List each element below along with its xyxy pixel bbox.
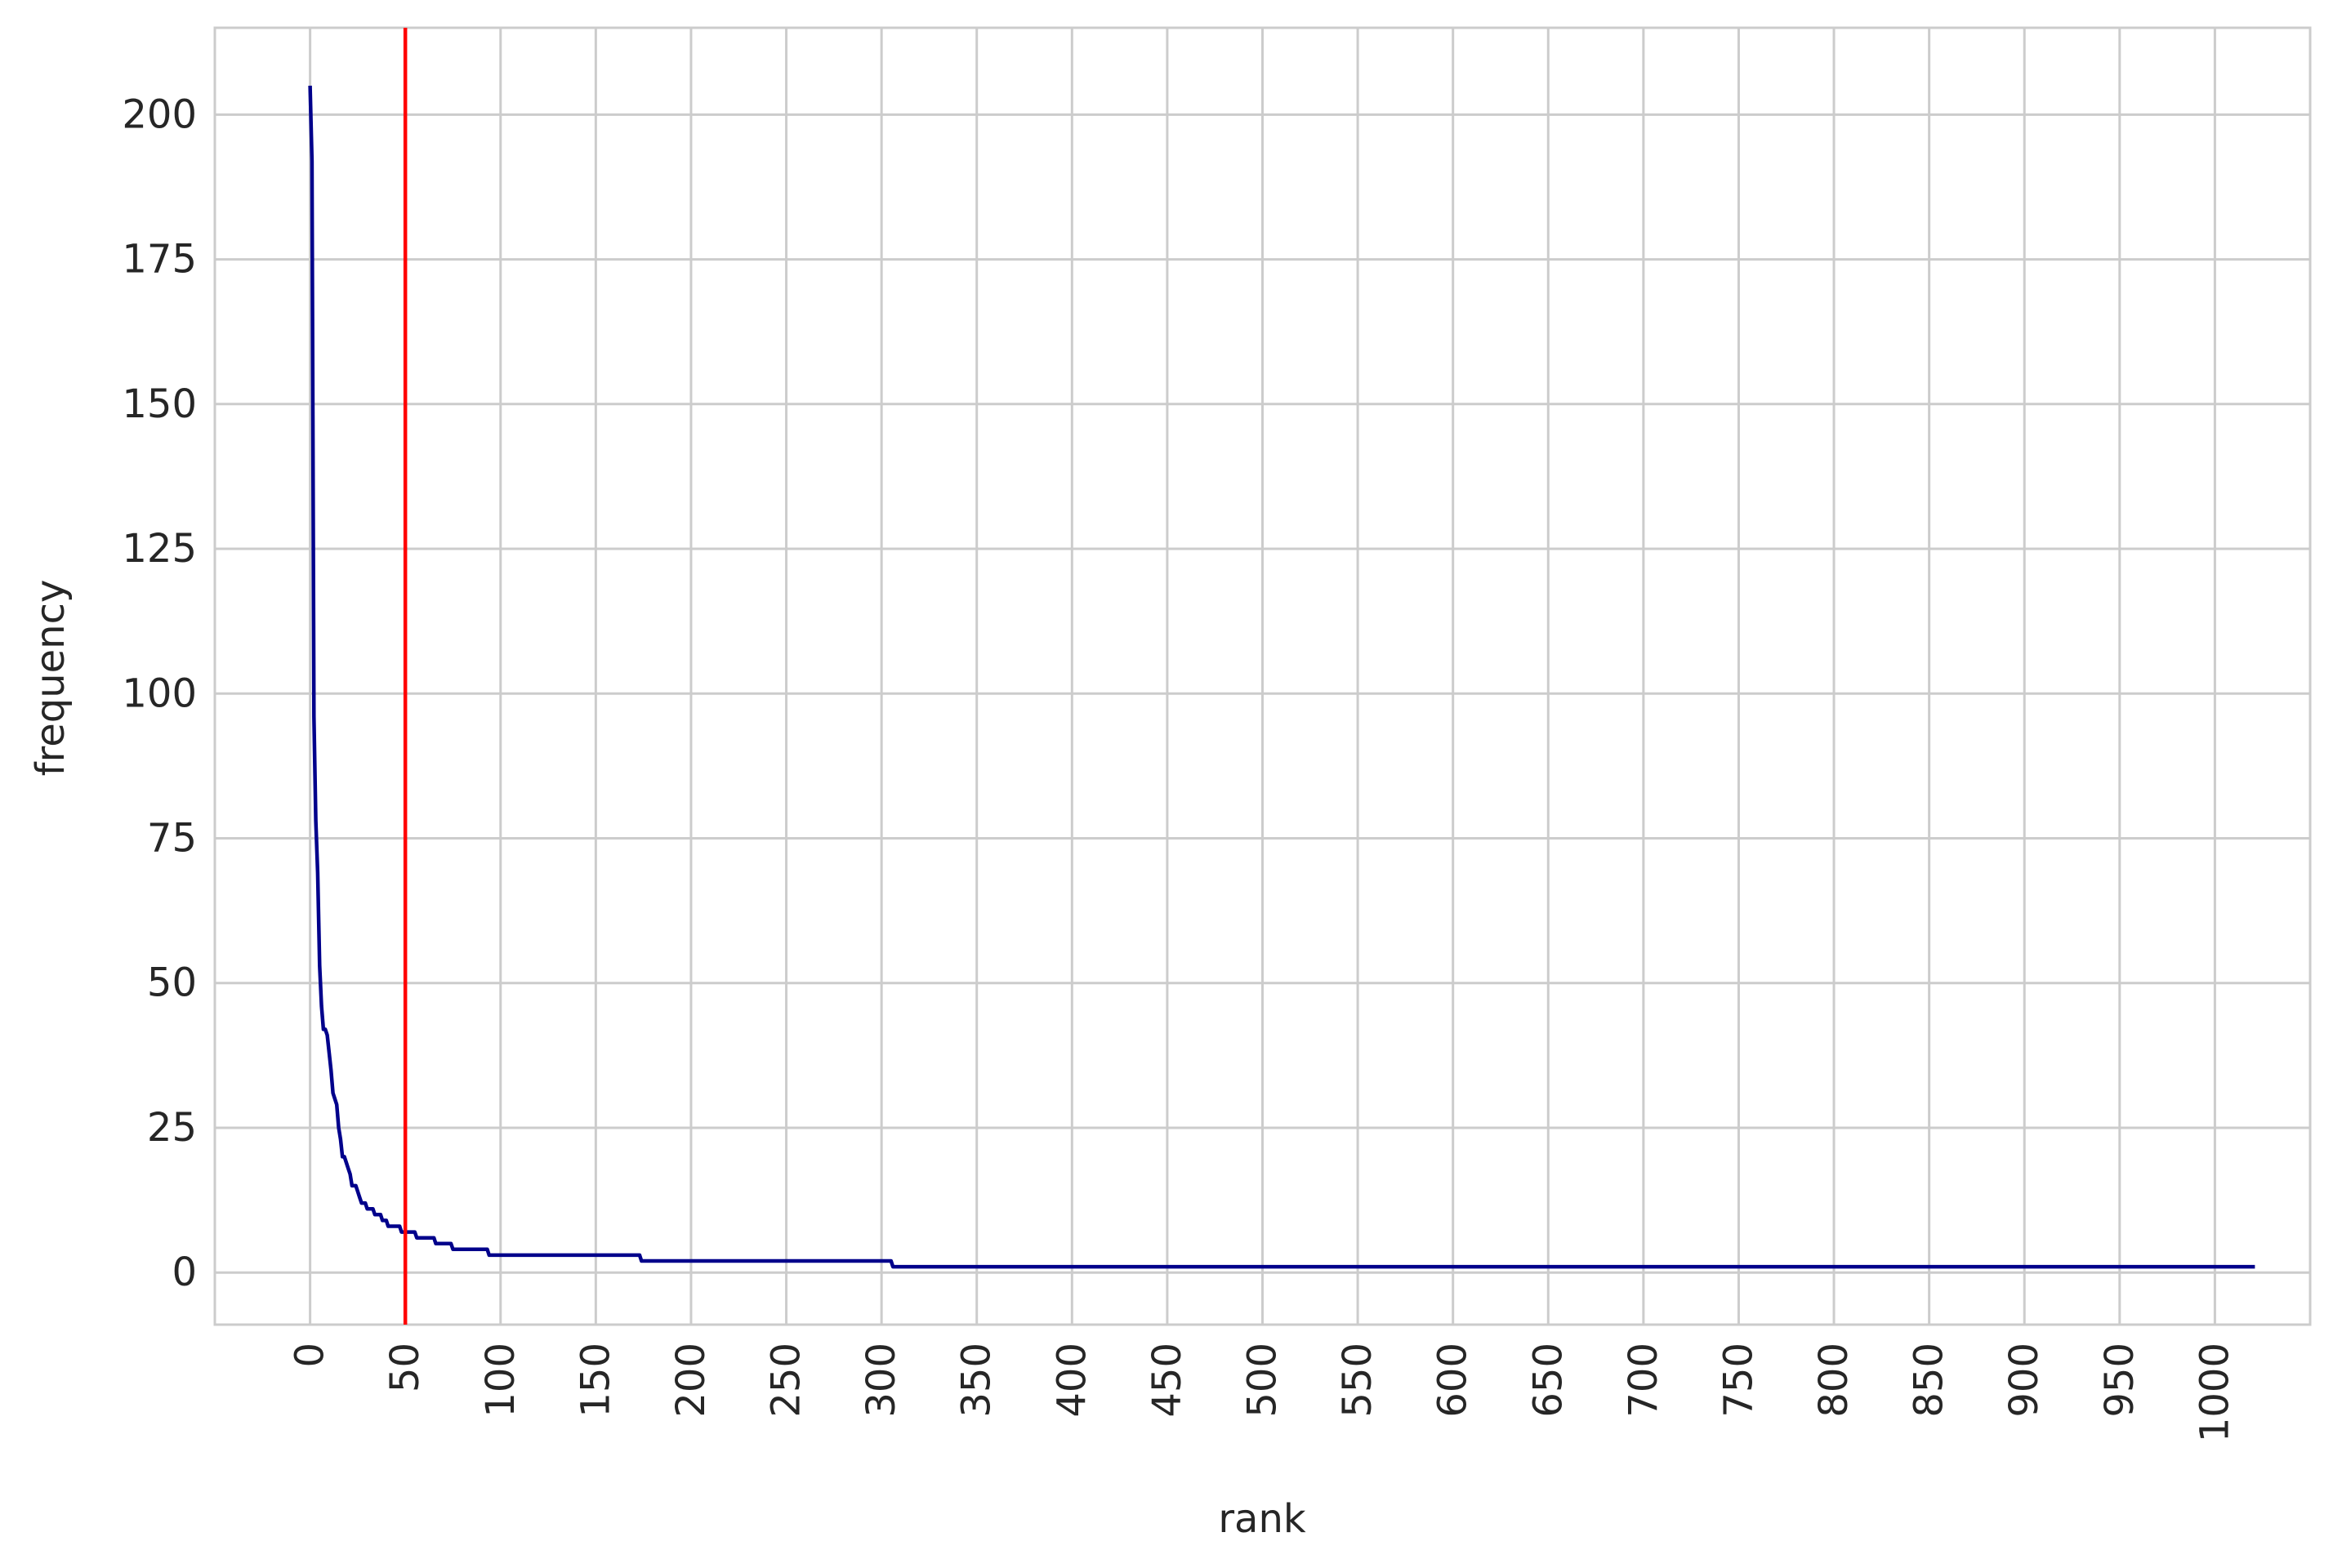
y-tick-label-150: 150 — [122, 381, 197, 427]
y-tick-label-175: 175 — [122, 237, 197, 283]
x-tick-label-500: 500 — [1240, 1343, 1286, 1418]
x-tick-label-250: 250 — [764, 1343, 810, 1418]
x-tick-label-900: 900 — [2001, 1343, 2047, 1418]
x-tick-label-400: 400 — [1049, 1343, 1095, 1418]
y-tick-label-25: 25 — [147, 1105, 197, 1151]
plot-frame — [213, 26, 2312, 1326]
x-tick-label-650: 650 — [1525, 1343, 1571, 1418]
x-tick-label-600: 600 — [1430, 1343, 1476, 1418]
x-tick-label-300: 300 — [859, 1343, 904, 1418]
x-tick-label-0: 0 — [288, 1343, 333, 1368]
x-tick-label-450: 450 — [1144, 1343, 1190, 1418]
x-axis-label: rank — [1218, 1496, 1306, 1542]
frequency-series-line — [308, 85, 2255, 1269]
x-tick-label-50: 50 — [382, 1343, 428, 1392]
x-tick-label-800: 800 — [1811, 1343, 1857, 1418]
tick-labels: 0 50 100 150 200 250 300 350 400 450 500 550 600 650 7… — [122, 91, 2237, 1442]
grid-lines — [215, 28, 2310, 1325]
y-tick-label-200: 200 — [122, 91, 197, 137]
y-tick-label-100: 100 — [122, 670, 197, 716]
x-tick-label-850: 850 — [1907, 1343, 1952, 1418]
x-tick-label-750: 750 — [1715, 1343, 1761, 1418]
x-tick-label-700: 700 — [1621, 1343, 1666, 1418]
x-tick-label-550: 550 — [1335, 1343, 1381, 1418]
chart-marks — [308, 28, 2255, 1325]
y-tick-label-0: 0 — [172, 1250, 197, 1295]
y-tick-label-125: 125 — [122, 526, 197, 572]
y-tick-label-50: 50 — [147, 960, 197, 1006]
x-tick-label-100: 100 — [478, 1343, 524, 1418]
y-tick-label-75: 75 — [147, 816, 197, 862]
x-tick-label-350: 350 — [954, 1343, 1000, 1418]
x-tick-label-200: 200 — [668, 1343, 714, 1418]
y-axis-label: frequency — [28, 580, 74, 777]
x-tick-label-150: 150 — [573, 1343, 618, 1418]
x-tick-label-950: 950 — [2097, 1343, 2143, 1418]
x-tick-label-1000: 1000 — [2192, 1343, 2237, 1442]
